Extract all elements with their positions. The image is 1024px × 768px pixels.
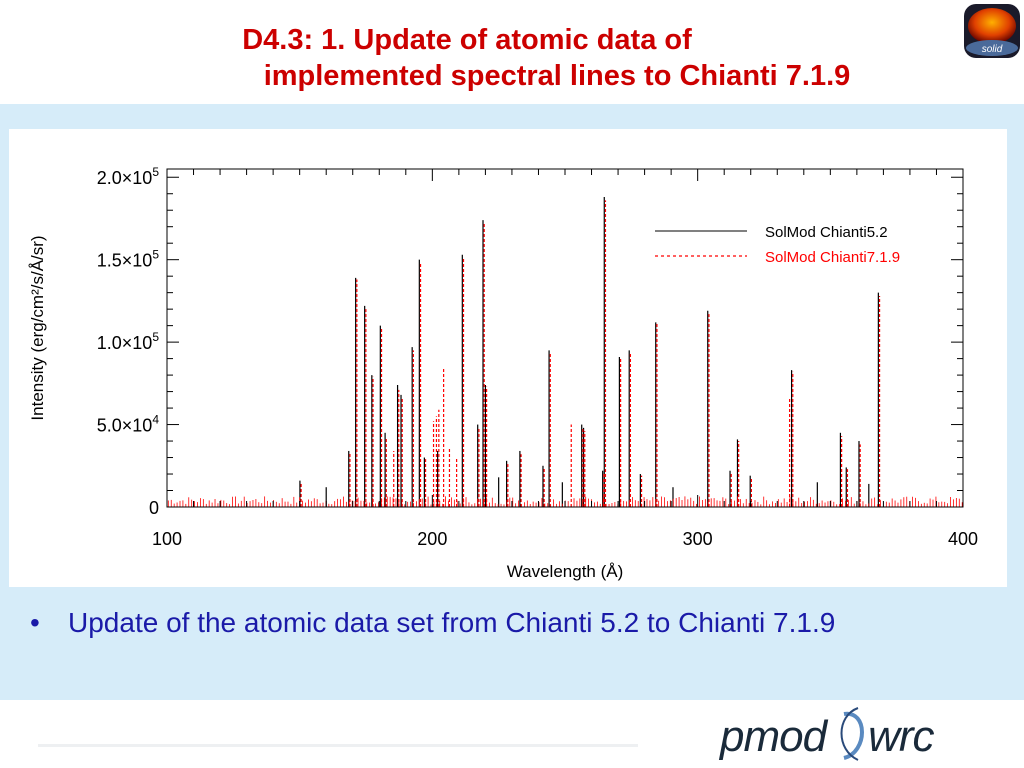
x-axis-label: Wavelength (Å) (507, 562, 624, 581)
legend: SolMod Chianti5.2 SolMod Chianti7.1.9 (655, 224, 900, 266)
pmod-text: pmod (720, 712, 827, 761)
legend-label-chianti719: SolMod Chianti7.1.9 (765, 249, 900, 266)
pmod-wrc-logo (840, 707, 864, 761)
bullet-item: • Update of the atomic data set from Chia… (30, 606, 835, 640)
x-tick-label: 400 (948, 529, 978, 549)
y-tick-label: 1.0×105 (97, 330, 160, 353)
legend-label-chianti52: SolMod Chianti5.2 (765, 224, 888, 241)
x-tick-label: 300 (683, 529, 713, 549)
x-tick-labels: 100 200 300 400 (152, 529, 978, 549)
y-tick-label: 1.5×105 (97, 248, 160, 271)
slide-title-line-1: D4.3: 1. Update of atomic data of (242, 24, 692, 56)
plot-frame (166, 168, 964, 508)
x-tick-label: 100 (152, 529, 182, 549)
y-tick-label: 0 (149, 498, 159, 518)
chart-container: 100 200 300 400 0 5.0×104 1.0×105 1.5×105 2.0×1… (9, 129, 1007, 587)
bullet-marker: • (30, 607, 40, 638)
axis-ticks (166, 169, 964, 508)
wrc-text: wrc (868, 712, 934, 761)
series-lines (167, 197, 963, 507)
solid-logo-text: solid (982, 44, 1003, 55)
slide-title-line-2: implemented spectral lines to Chianti 7.… (263, 60, 851, 92)
x-tick-label: 200 (417, 529, 447, 549)
bullet-text: Update of the atomic data set from Chian… (68, 607, 836, 638)
y-tick-label: 5.0×104 (97, 413, 160, 436)
solid-logo: solid (964, 4, 1020, 58)
spectrum-chart: 100 200 300 400 0 5.0×104 1.0×105 1.5×105 2.0×1… (28, 165, 978, 581)
y-tick-label: 2.0×105 (97, 165, 160, 188)
series-chianti52 (299, 197, 879, 507)
y-tick-labels: 0 5.0×104 1.0×105 1.5×105 2.0×105 (97, 165, 160, 518)
y-axis-label: Intensity (erg/cm²/s/Å/sr) (28, 235, 47, 420)
footer-divider (38, 744, 638, 747)
series-chianti719 (300, 200, 881, 507)
pmod-wrc-wordmark: pmod wrc (720, 712, 935, 762)
slide-title: D4.3: 1. Update of atomic data of implem… (0, 22, 1024, 94)
